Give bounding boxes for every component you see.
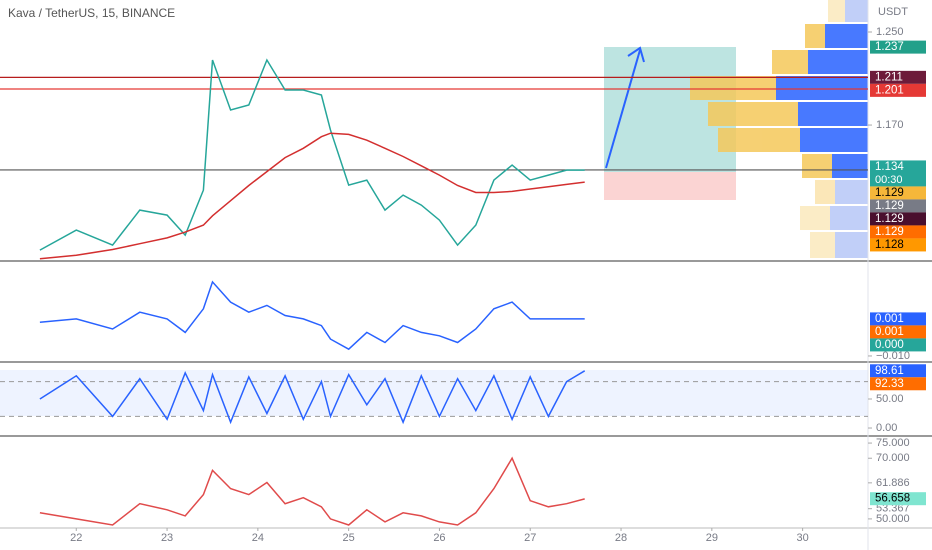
y-tick-label: 50.00: [876, 393, 904, 405]
trend-arrow[interactable]: [605, 49, 641, 169]
y-tick-label: −0.010: [876, 350, 910, 362]
price-tag-label: 0.000: [875, 339, 904, 351]
x-tick-label: 25: [343, 532, 355, 544]
price-tag: [870, 225, 926, 239]
arrow-head: [627, 46, 645, 63]
volume-profile: [690, 0, 868, 258]
series-line: [39, 456, 585, 526]
price-tag-label: 1.128: [875, 239, 904, 251]
price-tag: [870, 212, 926, 226]
price-tag: [870, 338, 926, 352]
price-tag-label: 0.001: [875, 313, 904, 325]
series-line: [39, 370, 586, 425]
y-tick-label: 0.00: [876, 422, 897, 434]
y-tick-label: 1.170: [876, 119, 904, 131]
price-tag: [870, 492, 926, 506]
price-tag: [870, 40, 926, 54]
price-tag-label: 92.33: [875, 378, 904, 390]
y-tick-label: 50.000: [876, 513, 910, 525]
x-tick-label: 23: [161, 532, 173, 544]
price-tag: [870, 186, 926, 200]
price-tag: [870, 160, 926, 187]
price-tag: [870, 199, 926, 213]
y-tick-label: 61.886: [876, 477, 910, 489]
y-tick-label: 75.000: [876, 437, 910, 449]
price-tag: [870, 70, 926, 84]
series-line: [39, 132, 585, 260]
price-tag: [870, 312, 926, 326]
axis-label: USDT: [878, 6, 908, 18]
chart-title: Kava / TetherUS, 15, BINANCE: [8, 6, 175, 20]
price-tag-label: 1.211: [875, 71, 903, 83]
series-line: [39, 58, 585, 251]
x-tick-label: 22: [70, 532, 82, 544]
price-tag: [870, 325, 926, 339]
price-tag: [870, 377, 926, 391]
price-tag-label: 0.001: [875, 326, 904, 338]
price-tag: [870, 83, 926, 97]
price-tag-label: 1.129: [875, 187, 904, 199]
x-tick-label: 30: [797, 532, 809, 544]
stoch-band: [0, 370, 868, 416]
countdown: 00:30: [875, 174, 903, 186]
y-tick-label: 53.367: [876, 503, 910, 515]
long-position-stop[interactable]: [604, 172, 736, 200]
x-tick-label: 27: [524, 532, 536, 544]
x-tick-label: 24: [252, 532, 264, 544]
price-tag: [870, 364, 926, 378]
x-tick-label: 28: [615, 532, 627, 544]
price-tag-label: 1.129: [875, 213, 904, 225]
series-line: [39, 280, 585, 351]
x-tick-label: 26: [433, 532, 445, 544]
price-tag-label: 56.658: [875, 493, 910, 505]
price-tag-label: 1.237: [875, 41, 904, 53]
x-tick-label: 29: [706, 532, 718, 544]
price-tag-label: 98.61: [875, 365, 904, 377]
y-tick-label: 70.000: [876, 452, 910, 464]
price-tag-label: 1.201: [875, 84, 904, 96]
y-tick-label: 1.250: [876, 26, 904, 38]
price-tag-label: 1.129: [875, 200, 904, 212]
price-tag-label: 1.134: [875, 161, 904, 173]
price-tag-label: 1.129: [875, 226, 904, 238]
price-tag: [870, 238, 926, 252]
